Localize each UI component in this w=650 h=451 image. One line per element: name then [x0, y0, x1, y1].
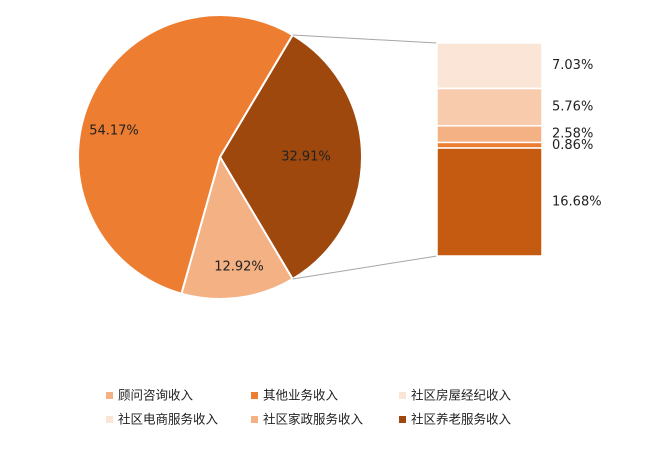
- pie-group: 54.17% 32.91% 12.92%: [77, 14, 363, 300]
- legend-swatch: [251, 392, 258, 399]
- legend-label: 顾问咨询收入: [118, 388, 194, 403]
- legend-item: 社区养老服务收入: [399, 412, 512, 427]
- legend-label: 其他业务收入: [263, 388, 339, 403]
- legend-label: 社区家政服务收入: [263, 412, 364, 427]
- bar-segment-label: 0.86%: [552, 138, 593, 153]
- pie-slice-label: 32.91%: [281, 150, 331, 165]
- bar-segment: [436, 125, 543, 144]
- bar-segment-label: 7.03%: [552, 58, 593, 73]
- connector-line-top: [292, 34, 438, 44]
- legend-label: 社区电商服务收入: [118, 412, 219, 427]
- pie-slice: [77, 14, 295, 295]
- legend-swatch: [399, 392, 406, 399]
- pie-slice-label: 12.92%: [214, 260, 264, 275]
- bar-segment-label: 2.58%: [552, 127, 593, 142]
- connector-lines: [292, 34, 438, 280]
- legend-swatch: [106, 416, 113, 423]
- legend-swatch: [106, 392, 113, 399]
- bar-segment: [436, 147, 543, 257]
- bar-segment-label: 5.76%: [552, 100, 593, 115]
- pie-slice: [180, 154, 294, 300]
- legend-label: 社区养老服务收入: [411, 412, 512, 427]
- pie-slice: [218, 33, 363, 281]
- legend-item: 其他业务收入: [251, 388, 339, 403]
- legend-swatch: [251, 416, 258, 423]
- bar-segment: [436, 87, 543, 127]
- stacked-bar-group: 7.03% 5.76% 2.58%0.86% 16.68%: [436, 42, 602, 257]
- bar-segment-label: 16.68%: [552, 195, 602, 210]
- legend-label: 社区房屋经纪收入: [411, 388, 512, 403]
- legend-item: 社区家政服务收入: [251, 412, 364, 427]
- bar-segment: [436, 42, 543, 90]
- legend-item: 社区房屋经纪收入: [399, 388, 512, 403]
- legend-item: 顾问咨询收入: [106, 388, 194, 403]
- bar-segment: [436, 141, 543, 149]
- connector-line-bottom: [292, 255, 438, 280]
- legend-swatch: [399, 416, 406, 423]
- legend-item: 社区电商服务收入: [106, 412, 219, 427]
- pie-slice-label: 54.17%: [89, 124, 139, 139]
